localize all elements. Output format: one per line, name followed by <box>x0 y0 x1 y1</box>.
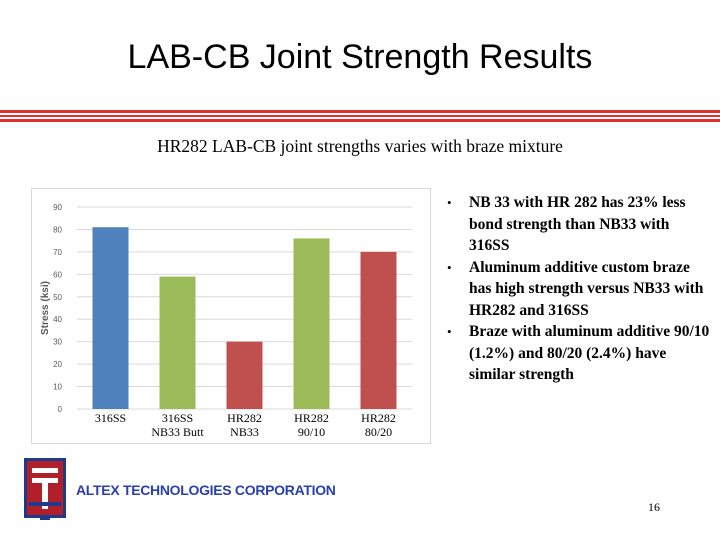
x-tick-label-line1: HR282 <box>361 411 396 425</box>
y-tick-label: 20 <box>53 360 62 369</box>
bullet-item: • NB 33 with HR 282 has 23% less bond str… <box>440 192 710 257</box>
bullet-list: • NB 33 with HR 282 has 23% less bond str… <box>440 192 710 386</box>
y-axis-label: Stress (ksi) <box>40 281 51 335</box>
x-tick-label-line1: 316SS <box>161 411 194 425</box>
x-tick-label-line1: 316SS <box>94 411 127 425</box>
bar-chart: 0 10 20 30 40 50 60 70 80 90 Stress (ksi) <box>40 203 412 414</box>
bullet-item: • Aluminum additive custom braze has high… <box>440 257 710 322</box>
bullet-dot-icon: • <box>447 324 452 339</box>
company-name: ALTEX TECHNOLOGIES CORPORATION <box>76 482 336 498</box>
y-tick-label: 70 <box>53 248 62 257</box>
bullet-dot-icon: • <box>447 195 452 210</box>
bar <box>159 276 196 409</box>
slide-title: LAB-CB Joint Strength Results <box>127 38 593 76</box>
slide-subtitle: HR282 LAB-CB joint strengths varies with… <box>157 136 563 156</box>
x-tick-label-line2: 80/20 <box>364 425 393 439</box>
y-tick-label: 50 <box>53 293 62 302</box>
chart-frame: 0 10 20 30 40 50 60 70 80 90 Stress (ksi) 316SS 316… <box>31 188 431 444</box>
x-tick-label-line2: NB33 <box>230 425 259 439</box>
x-tick-label: HR282 80/20 <box>344 411 414 439</box>
y-tick-label: 80 <box>53 225 62 234</box>
title-rule-top <box>0 110 720 113</box>
x-tick-label: 316SS NB33 Butt <box>143 411 213 439</box>
company-logo-icon <box>24 458 66 520</box>
bar <box>360 251 397 409</box>
x-tick-label-line2: NB33 Butt <box>151 425 204 439</box>
bullet-item: • Braze with aluminum additive 90/10 (1.2… <box>440 321 710 386</box>
bullet-text: NB 33 with HR 282 has 23% less bond stre… <box>469 194 686 254</box>
title-rule-middle <box>0 115 720 117</box>
y-tick-label: 90 <box>53 203 62 212</box>
x-tick-label-line1: HR282 <box>294 411 329 425</box>
y-tick-label: 60 <box>53 270 62 279</box>
x-tick-label-line2: 90/10 <box>297 425 326 439</box>
bar <box>226 341 263 409</box>
y-tick-label: 0 <box>58 405 63 414</box>
x-tick-label: HR282 90/10 <box>277 411 347 439</box>
x-tick-label: 316SS <box>76 411 146 425</box>
bullet-text: Braze with aluminum additive 90/10 (1.2%… <box>469 323 710 383</box>
y-tick-label: 40 <box>53 315 62 324</box>
x-tick-label-line1: HR282 <box>227 411 262 425</box>
bullet-text: Aluminum additive custom braze has high … <box>469 258 704 319</box>
bar <box>293 238 330 409</box>
x-tick-label: HR282 NB33 <box>210 411 280 439</box>
bar <box>92 227 129 409</box>
title-rule-bottom <box>0 119 720 122</box>
bullet-dot-icon: • <box>447 259 452 275</box>
page-number: 16 <box>648 500 660 514</box>
y-tick-label: 30 <box>53 338 62 347</box>
y-tick-label: 10 <box>53 383 62 392</box>
